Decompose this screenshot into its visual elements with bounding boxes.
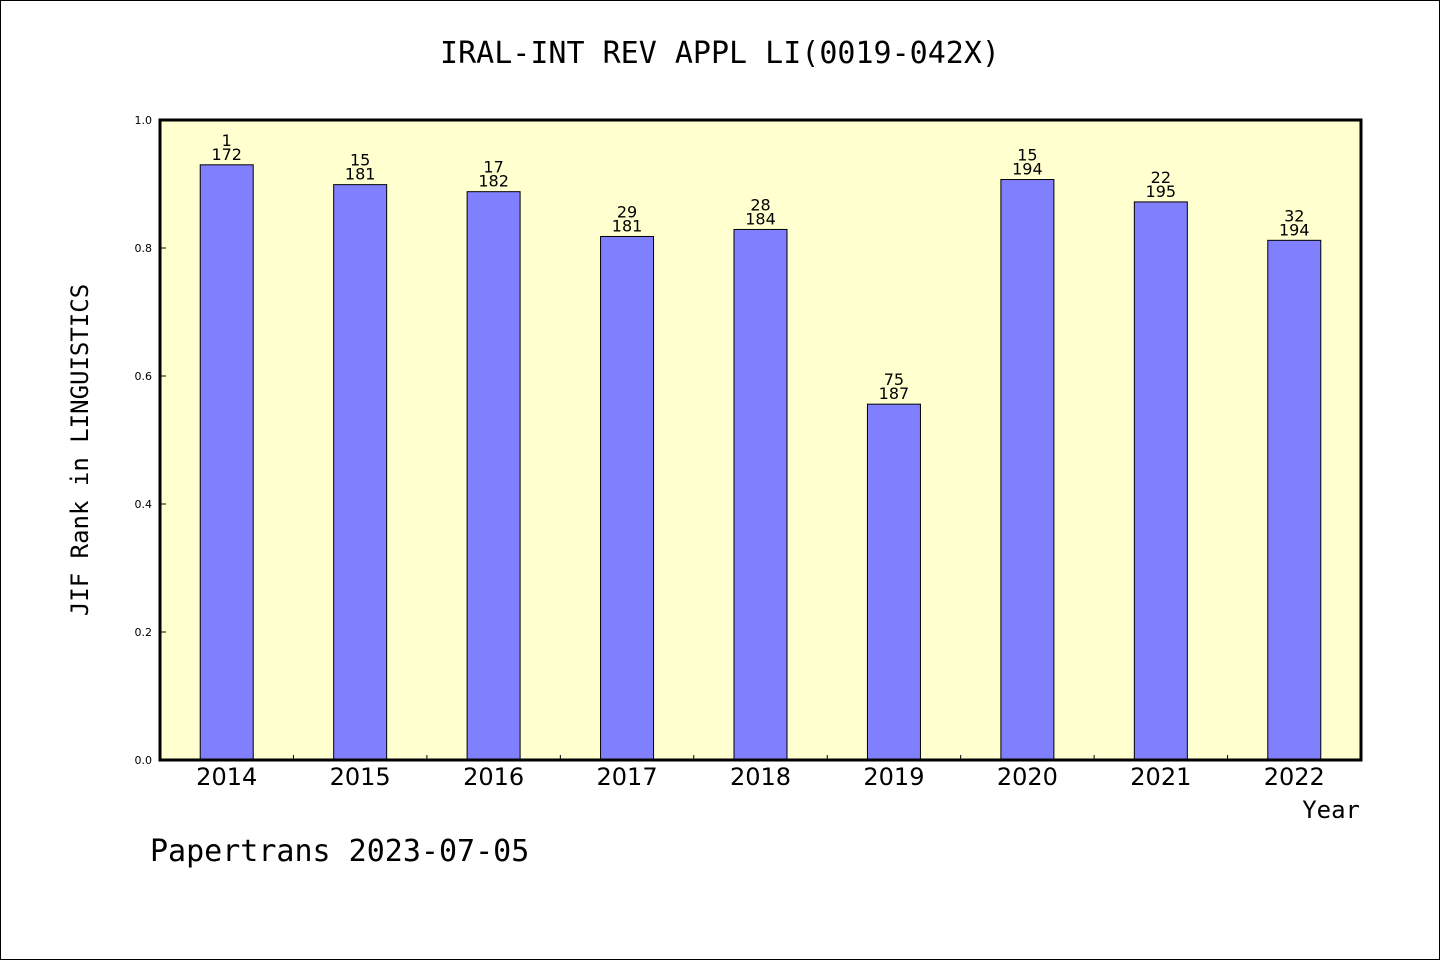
bar-total-label: 194 bbox=[1279, 220, 1310, 239]
bar-2015 bbox=[333, 184, 388, 761]
bar-rank-label: 75 bbox=[884, 370, 904, 389]
bar-rank-label: 32 bbox=[1284, 206, 1304, 225]
bar-total-label: 181 bbox=[345, 165, 376, 184]
bar-2021 bbox=[1133, 201, 1188, 761]
bar-total-label: 194 bbox=[1012, 160, 1043, 179]
bar-2017 bbox=[600, 235, 655, 761]
bar-2016 bbox=[466, 191, 521, 761]
bar-2018 bbox=[733, 228, 788, 761]
x-axis-label: Year bbox=[1302, 796, 1360, 824]
x-tick-label: 2019 bbox=[863, 763, 924, 791]
x-tick-label: 2021 bbox=[1130, 763, 1191, 791]
x-tick-label: 2015 bbox=[330, 763, 391, 791]
y-tick-label: 0.4 bbox=[135, 498, 153, 511]
bar-total-label: 182 bbox=[478, 172, 509, 191]
x-tick-label: 2014 bbox=[196, 763, 257, 791]
x-tick-label: 2018 bbox=[730, 763, 791, 791]
bar-rank-label: 15 bbox=[1017, 146, 1037, 165]
bar-rank-label: 28 bbox=[750, 195, 770, 214]
bar-rank-label: 1 bbox=[222, 131, 232, 150]
bar-2019 bbox=[866, 403, 921, 761]
x-tick-label: 2016 bbox=[463, 763, 524, 791]
y-tick-label: 0.0 bbox=[135, 754, 153, 767]
x-tick-label: 2020 bbox=[997, 763, 1058, 791]
bar-rank-label: 17 bbox=[483, 158, 503, 177]
bar-rank-label: 22 bbox=[1151, 168, 1171, 187]
y-tick-label: 1.0 bbox=[135, 114, 153, 127]
x-tick-label: 2017 bbox=[597, 763, 658, 791]
bar-total-label: 181 bbox=[612, 216, 643, 235]
chart-title: IRAL-INT REV APPL LI(0019-042X) bbox=[440, 36, 1000, 71]
y-tick-label: 0.8 bbox=[135, 242, 153, 255]
plot-border bbox=[158, 118, 1363, 762]
bar-2022 bbox=[1267, 239, 1322, 761]
bar-rank-label: 15 bbox=[350, 151, 370, 170]
bar-rank-label: 29 bbox=[617, 202, 637, 221]
bar-total-label: 184 bbox=[745, 209, 776, 228]
bar-2020 bbox=[1000, 179, 1055, 761]
y-tick-label: 0.6 bbox=[135, 370, 153, 383]
bar-total-label: 172 bbox=[211, 145, 242, 164]
y-tick-label: 0.2 bbox=[135, 626, 153, 639]
x-tick-label: 2022 bbox=[1264, 763, 1325, 791]
footer-credit: Papertrans 2023-07-05 bbox=[150, 834, 530, 869]
bar-total-label: 195 bbox=[1146, 182, 1177, 201]
bar-total-label: 187 bbox=[879, 384, 910, 403]
bar-2014 bbox=[199, 164, 254, 761]
